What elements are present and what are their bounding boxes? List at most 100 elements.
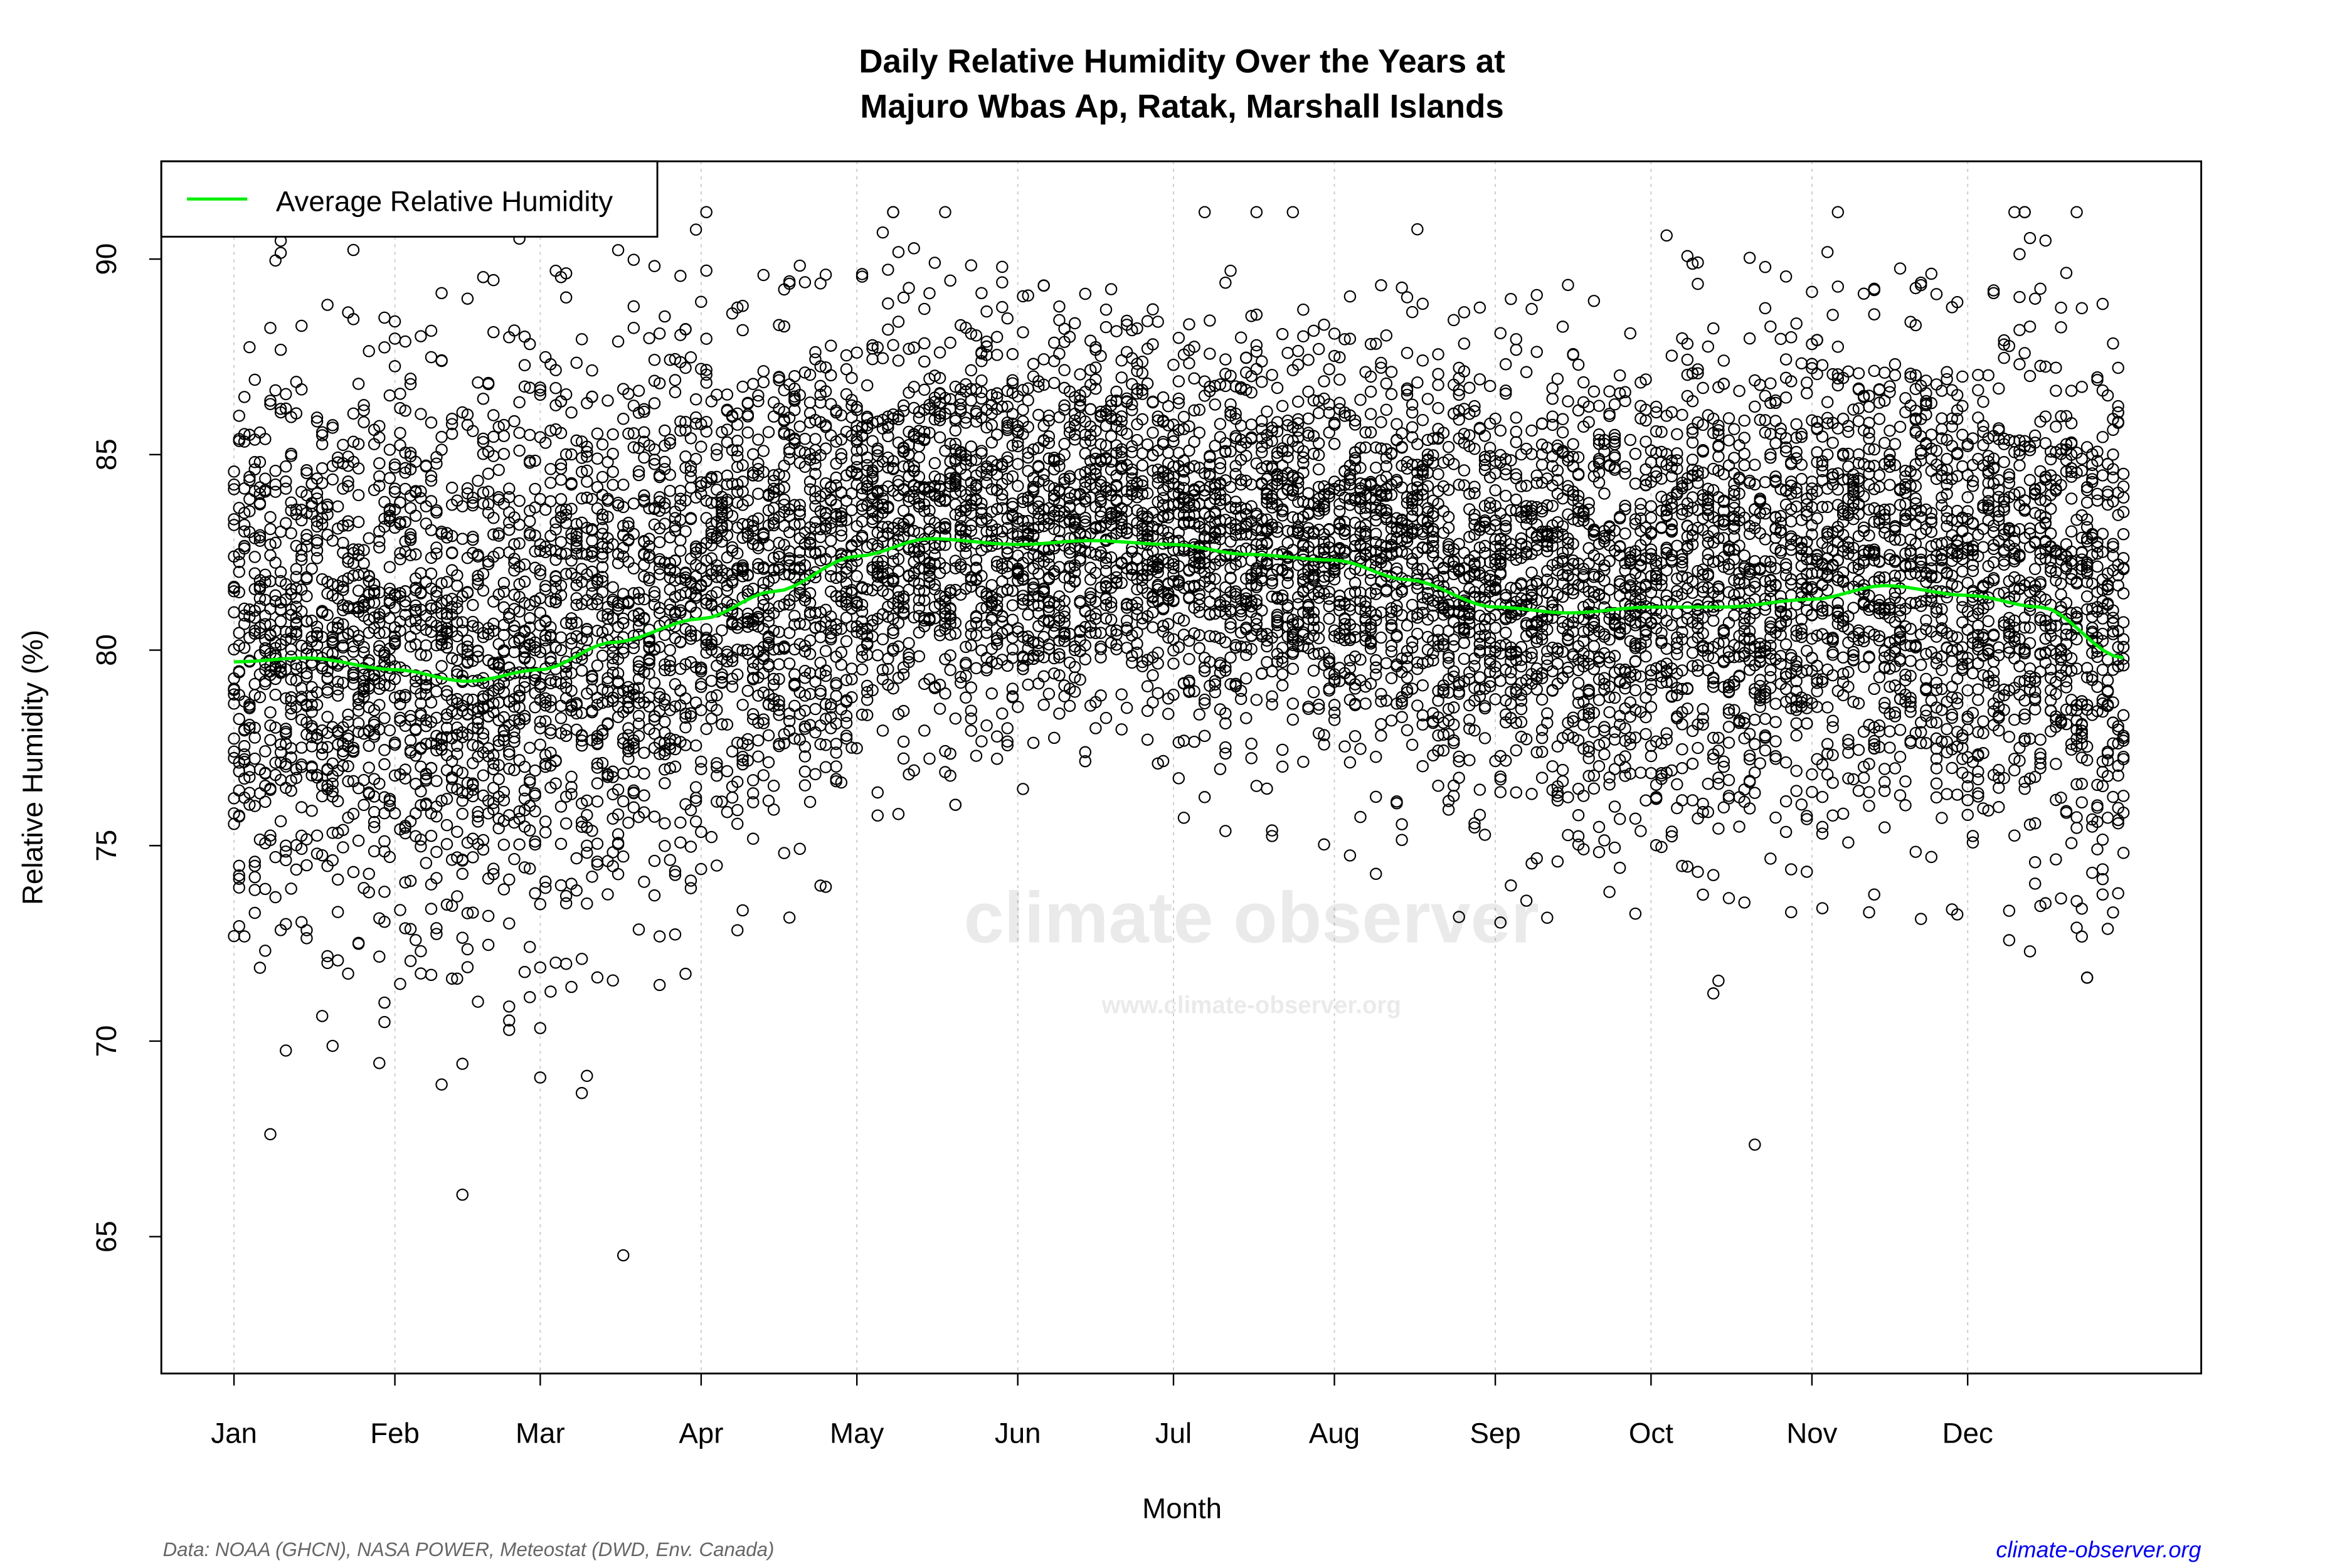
data-point: [394, 496, 406, 509]
data-point: [627, 741, 640, 754]
data-point: [648, 397, 661, 410]
data-point: [767, 672, 780, 686]
data-point: [523, 656, 536, 669]
data-point: [689, 795, 702, 807]
data-point: [477, 436, 490, 448]
data-point: [1037, 699, 1050, 711]
data-point: [1286, 713, 1300, 726]
data-point: [591, 795, 604, 808]
data-point: [373, 627, 386, 640]
data-point: [570, 434, 583, 447]
data-point: [669, 590, 682, 603]
data-point: [705, 635, 718, 648]
data-point: [825, 339, 837, 352]
data-point: [337, 841, 349, 854]
data-point: [394, 904, 406, 916]
data-point: [337, 618, 349, 631]
data-point: [315, 426, 329, 438]
data-point: [399, 763, 411, 776]
data-point: [757, 713, 770, 726]
data-point: [248, 752, 261, 765]
data-point: [752, 487, 765, 500]
data-point: [1198, 729, 1211, 743]
data-point: [596, 649, 609, 662]
data-point: [684, 629, 697, 642]
data-point: [259, 576, 272, 589]
data-point: [711, 689, 723, 702]
data-point: [467, 783, 479, 797]
data-point: [736, 324, 749, 337]
data-point: [664, 469, 677, 481]
data-point: [518, 359, 531, 371]
data-point: [814, 360, 827, 373]
data-point: [731, 775, 744, 788]
data-point: [451, 748, 464, 760]
data-point: [819, 645, 832, 657]
data-point: [425, 416, 438, 429]
data-point: [477, 843, 490, 856]
data-point: [456, 807, 469, 820]
data-point: [1079, 653, 1092, 665]
data-point: [819, 385, 832, 398]
data-point: [399, 516, 411, 529]
data-point: [1250, 780, 1263, 792]
data-point: [980, 305, 993, 318]
data-point: [741, 569, 755, 582]
data-point: [659, 501, 671, 514]
data-point: [757, 649, 770, 662]
data-point: [435, 430, 448, 443]
data-point: [321, 956, 334, 970]
data-point: [975, 445, 988, 457]
data-point: [259, 795, 272, 808]
data-point: [1058, 364, 1071, 376]
data-point: [695, 763, 707, 775]
data-point: [342, 480, 354, 492]
data-point: [736, 475, 749, 488]
data-point: [939, 687, 951, 700]
data-point: [814, 738, 827, 751]
data-point: [554, 837, 568, 850]
data-point: [430, 685, 443, 698]
data-point: [731, 485, 744, 498]
data-point: [570, 697, 583, 709]
data-point: [741, 739, 755, 751]
data-point: [518, 861, 531, 874]
data-point: [523, 941, 536, 953]
data-point: [554, 631, 568, 644]
data-point: [440, 641, 453, 654]
data-point: [767, 803, 780, 816]
data-point: [570, 527, 583, 540]
data-point: [477, 271, 490, 283]
data-point: [669, 700, 682, 713]
data-point: [684, 803, 697, 817]
data-point: [248, 551, 261, 563]
data-point: [1250, 339, 1263, 352]
data-point: [871, 649, 884, 662]
data-point: [368, 596, 381, 609]
data-point: [264, 549, 277, 562]
data-point: [342, 556, 354, 568]
data-point: [253, 534, 267, 547]
data-point: [965, 724, 978, 737]
data-point: [315, 849, 329, 862]
data-point: [803, 795, 817, 808]
data-point: [295, 383, 308, 396]
data-point: [684, 432, 697, 445]
data-point: [711, 795, 723, 808]
data-point: [300, 859, 313, 872]
data-point: [746, 796, 760, 808]
data-point: [404, 955, 417, 967]
data-point: [477, 676, 490, 689]
data-point: [575, 664, 588, 677]
data-point: [1079, 447, 1092, 460]
data-point: [918, 724, 931, 737]
data-point: [503, 1000, 516, 1013]
data-point: [825, 534, 837, 547]
data-point: [1224, 651, 1237, 664]
data-point: [534, 1071, 547, 1084]
data-point: [410, 509, 422, 522]
data-point: [1037, 353, 1050, 366]
data-point: [228, 585, 240, 598]
data-point: [445, 972, 458, 985]
data-point: [1048, 731, 1061, 744]
